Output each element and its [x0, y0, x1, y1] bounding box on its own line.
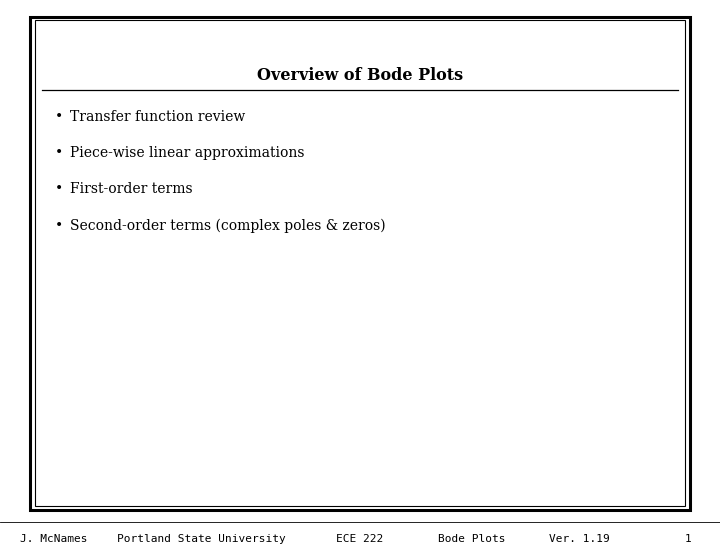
- Text: Portland State University: Portland State University: [117, 534, 286, 544]
- Text: Piece-wise linear approximations: Piece-wise linear approximations: [70, 146, 305, 160]
- Text: Ver. 1.19: Ver. 1.19: [549, 534, 610, 544]
- Text: First-order terms: First-order terms: [70, 182, 192, 197]
- Bar: [35, 20, 685, 506]
- Text: ECE 222: ECE 222: [336, 534, 384, 544]
- Text: Second-order terms (complex poles & zeros): Second-order terms (complex poles & zero…: [70, 218, 385, 233]
- Text: •: •: [55, 146, 63, 160]
- Text: J. McNames: J. McNames: [20, 534, 88, 544]
- Text: Bode Plots: Bode Plots: [438, 534, 505, 544]
- Text: •: •: [55, 110, 63, 124]
- Text: •: •: [55, 218, 63, 233]
- Text: Overview of Bode Plots: Overview of Bode Plots: [257, 67, 463, 84]
- Text: •: •: [55, 182, 63, 197]
- Text: Transfer function review: Transfer function review: [70, 110, 245, 124]
- Bar: [30, 17, 690, 510]
- Text: 1: 1: [684, 534, 691, 544]
